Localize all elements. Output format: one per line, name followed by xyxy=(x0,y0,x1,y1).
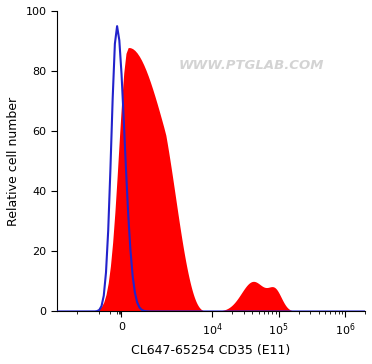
Text: WWW.PTGLAB.COM: WWW.PTGLAB.COM xyxy=(178,59,324,72)
Y-axis label: Relative cell number: Relative cell number xyxy=(7,97,20,226)
X-axis label: CL647-65254 CD35 (E11): CL647-65254 CD35 (E11) xyxy=(131,344,291,357)
